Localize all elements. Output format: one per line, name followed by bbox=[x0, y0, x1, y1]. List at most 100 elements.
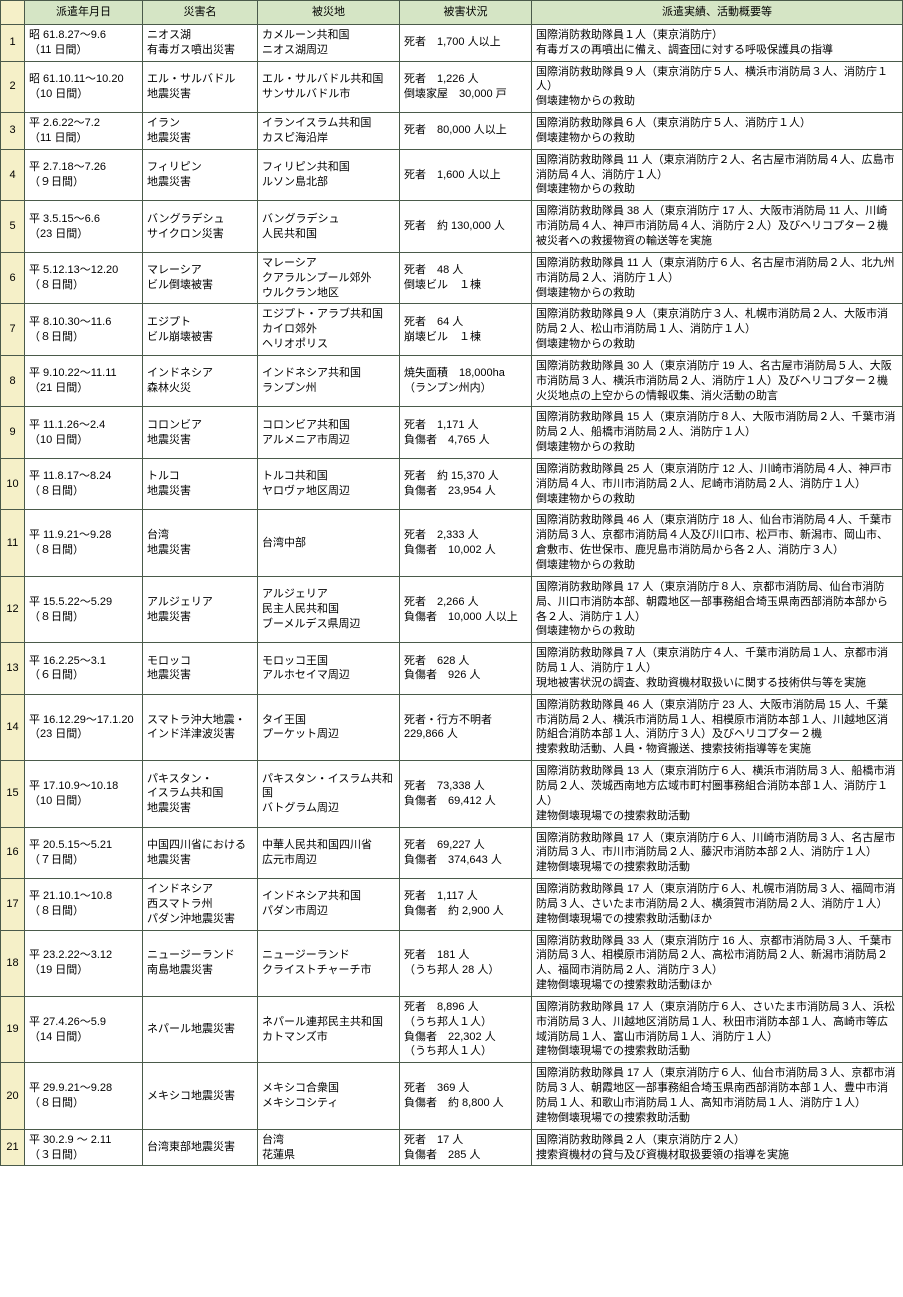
cell-area: エジプト・アラブ共和国カイロ郊外ヘリオポリス bbox=[258, 304, 400, 356]
cell-date: 平 8.10.30～11.6（８日間） bbox=[25, 304, 143, 356]
cell-area: トルコ共和国ヤロヴァ地区周辺 bbox=[258, 458, 400, 510]
cell-area: 台湾花蓮県 bbox=[258, 1129, 400, 1166]
cell-date: 昭 61.8.27～9.6（11 日間） bbox=[25, 24, 143, 61]
cell-detail: 国際消防救助隊員６人（東京消防庁５人、消防庁１人）倒壊建物からの救助 bbox=[532, 113, 903, 150]
cell-name: エル・サルバドル地震災害 bbox=[143, 61, 258, 113]
cell-detail: 国際消防救助隊員 46 人（東京消防庁 18 人、仙台市消防局４人、千葉市消防局… bbox=[532, 510, 903, 576]
table-row: 10平 11.8.17～8.24（８日間）トルコ地震災害トルコ共和国ヤロヴァ地区… bbox=[1, 458, 903, 510]
row-number: 4 bbox=[1, 149, 25, 201]
row-number: 14 bbox=[1, 694, 25, 760]
row-number: 2 bbox=[1, 61, 25, 113]
cell-damage: 死者 8,896 人（うち邦人１人）負傷者 22,302 人（うち邦人１人） bbox=[400, 996, 532, 1062]
cell-detail: 国際消防救助隊員２人（東京消防庁２人）捜索資機材の貸与及び資機材取扱要領の指導を… bbox=[532, 1129, 903, 1166]
cell-area: マレーシアクアラルンプール郊外ウルクラン地区 bbox=[258, 252, 400, 304]
cell-detail: 国際消防救助隊員 17 人（東京消防庁８人、京都市消防局、仙台市消防局、川口市消… bbox=[532, 576, 903, 642]
cell-detail: 国際消防救助隊員 30 人（東京消防庁 19 人、名古屋市消防局５人、大阪市消防… bbox=[532, 355, 903, 407]
cell-damage: 死者 17 人負傷者 285 人 bbox=[400, 1129, 532, 1166]
row-number: 8 bbox=[1, 355, 25, 407]
cell-name: メキシコ地震災害 bbox=[143, 1063, 258, 1129]
cell-date: 平 30.2.9 ～ 2.11（３日間） bbox=[25, 1129, 143, 1166]
cell-date: 平 11.9.21～9.28（８日間） bbox=[25, 510, 143, 576]
cell-name: インドネシア西スマトラ州パダン沖地震災害 bbox=[143, 879, 258, 931]
cell-date: 平 11.8.17～8.24（８日間） bbox=[25, 458, 143, 510]
row-number: 16 bbox=[1, 827, 25, 879]
row-number: 7 bbox=[1, 304, 25, 356]
cell-detail: 国際消防救助隊員 11 人（東京消防庁６人、名古屋市消防局２人、北九州市消防局２… bbox=[532, 252, 903, 304]
cell-area: ニュージーランドクライストチャーチ市 bbox=[258, 930, 400, 996]
cell-damage: 死者 48 人倒壊ビル １棟 bbox=[400, 252, 532, 304]
cell-detail: 国際消防救助隊員 15 人（東京消防庁８人、大阪市消防局２人、千葉市消防局２人、… bbox=[532, 407, 903, 459]
dispatch-history-table: 派遣年月日 災害名 被災地 被害状況 派遣実績、活動概要等 1昭 61.8.27… bbox=[0, 0, 903, 1166]
cell-damage: 焼失面積 18,000ha（ランプン州内） bbox=[400, 355, 532, 407]
cell-detail: 国際消防救助隊員 17 人（東京消防庁６人、仙台市消防局３人、京都市消防局３人、… bbox=[532, 1063, 903, 1129]
cell-name: モロッコ地震災害 bbox=[143, 643, 258, 695]
cell-area: インドネシア共和国ランプン州 bbox=[258, 355, 400, 407]
table-row: 6平 5.12.13～12.20（８日間）マレーシアビル倒壊被害マレーシアクアラ… bbox=[1, 252, 903, 304]
cell-name: 台湾東部地震災害 bbox=[143, 1129, 258, 1166]
cell-date: 平 21.10.1～10.8（８日間） bbox=[25, 879, 143, 931]
cell-area: メキシコ合衆国メキシコシティ bbox=[258, 1063, 400, 1129]
row-number: 15 bbox=[1, 761, 25, 827]
cell-area: アルジェリア民主人民共和国ブーメルデス県周辺 bbox=[258, 576, 400, 642]
header-damage: 被害状況 bbox=[400, 1, 532, 25]
table-row: 15平 17.10.9～10.18（10 日間）パキスタン・イスラム共和国地震災… bbox=[1, 761, 903, 827]
cell-name: ニュージーランド南島地震災害 bbox=[143, 930, 258, 996]
table-row: 19平 27.4.26～5.9（14 日間）ネパール地震災害ネパール連邦民主共和… bbox=[1, 996, 903, 1062]
cell-area: バングラデシュ人民共和国 bbox=[258, 201, 400, 253]
cell-detail: 国際消防救助隊員 11 人（東京消防庁２人、名古屋市消防局４人、広島市消防局４人… bbox=[532, 149, 903, 201]
table-row: 5平 3.5.15～6.6（23 日間）バングラデシュサイクロン災害バングラデシ… bbox=[1, 201, 903, 253]
cell-damage: 死者 1,700 人以上 bbox=[400, 24, 532, 61]
cell-detail: 国際消防救助隊員 17 人（東京消防庁６人、さいたま市消防局３人、浜松市消防局３… bbox=[532, 996, 903, 1062]
cell-detail: 国際消防救助隊員 38 人（東京消防庁 17 人、大阪市消防局 11 人、川崎市… bbox=[532, 201, 903, 253]
row-number: 9 bbox=[1, 407, 25, 459]
cell-area: ネパール連邦民主共和国カトマンズ市 bbox=[258, 996, 400, 1062]
cell-name: ニオス湖有毒ガス噴出災害 bbox=[143, 24, 258, 61]
cell-damage: 死者 約 15,370 人負傷者 23,954 人 bbox=[400, 458, 532, 510]
cell-date: 平 9.10.22～11.11（21 日間） bbox=[25, 355, 143, 407]
cell-date: 平 17.10.9～10.18（10 日間） bbox=[25, 761, 143, 827]
cell-date: 平 15.5.22～5.29（８日間） bbox=[25, 576, 143, 642]
row-number: 21 bbox=[1, 1129, 25, 1166]
row-number: 19 bbox=[1, 996, 25, 1062]
cell-name: インドネシア森林火災 bbox=[143, 355, 258, 407]
cell-damage: 死者・行方不明者229,866 人 bbox=[400, 694, 532, 760]
cell-detail: 国際消防救助隊員 17 人（東京消防庁６人、川崎市消防局３人、名古屋市消防局３人… bbox=[532, 827, 903, 879]
cell-damage: 死者 628 人負傷者 926 人 bbox=[400, 643, 532, 695]
cell-date: 平 23.2.22～3.12（19 日間） bbox=[25, 930, 143, 996]
cell-name: フィリピン地震災害 bbox=[143, 149, 258, 201]
cell-damage: 死者 1,600 人以上 bbox=[400, 149, 532, 201]
cell-damage: 死者 1,171 人負傷者 4,765 人 bbox=[400, 407, 532, 459]
cell-detail: 国際消防救助隊員 13 人（東京消防庁６人、横浜市消防局３人、船橋市消防局２人、… bbox=[532, 761, 903, 827]
cell-name: パキスタン・イスラム共和国地震災害 bbox=[143, 761, 258, 827]
table-row: 18平 23.2.22～3.12（19 日間）ニュージーランド南島地震災害ニュー… bbox=[1, 930, 903, 996]
table-row: 14平 16.12.29～17.1.20（23 日間）スマトラ沖大地震・インド洋… bbox=[1, 694, 903, 760]
cell-name: アルジェリア地震災害 bbox=[143, 576, 258, 642]
cell-date: 平 5.12.13～12.20（８日間） bbox=[25, 252, 143, 304]
cell-date: 平 27.4.26～5.9（14 日間） bbox=[25, 996, 143, 1062]
cell-name: マレーシアビル倒壊被害 bbox=[143, 252, 258, 304]
cell-area: インドネシア共和国パダン市周辺 bbox=[258, 879, 400, 931]
cell-area: イランイスラム共和国カスピ海沿岸 bbox=[258, 113, 400, 150]
cell-detail: 国際消防救助隊員 17 人（東京消防庁６人、札幌市消防局３人、福岡市消防局３人、… bbox=[532, 879, 903, 931]
table-row: 2昭 61.10.11～10.20（10 日間）エル・サルバドル地震災害エル・サ… bbox=[1, 61, 903, 113]
cell-area: タイ王国プーケット周辺 bbox=[258, 694, 400, 760]
table-row: 9平 11.1.26～2.4（10 日間）コロンビア地震災害コロンビア共和国アル… bbox=[1, 407, 903, 459]
cell-area: パキスタン・イスラム共和国バトグラム周辺 bbox=[258, 761, 400, 827]
cell-date: 平 29.9.21～9.28（８日間） bbox=[25, 1063, 143, 1129]
table-row: 3平 2.6.22～7.2（11 日間）イラン地震災害イランイスラム共和国カスピ… bbox=[1, 113, 903, 150]
cell-damage: 死者 369 人負傷者 約 8,800 人 bbox=[400, 1063, 532, 1129]
table-row: 8平 9.10.22～11.11（21 日間）インドネシア森林火災インドネシア共… bbox=[1, 355, 903, 407]
row-number: 1 bbox=[1, 24, 25, 61]
table-row: 16平 20.5.15～5.21（７日間）中国四川省における地震災害中華人民共和… bbox=[1, 827, 903, 879]
cell-damage: 死者 69,227 人負傷者 374,643 人 bbox=[400, 827, 532, 879]
cell-date: 平 16.2.25～3.1（６日間） bbox=[25, 643, 143, 695]
cell-detail: 国際消防救助隊員９人（東京消防庁３人、札幌市消防局２人、大阪市消防局２人、松山市… bbox=[532, 304, 903, 356]
cell-detail: 国際消防救助隊員 46 人（東京消防庁 23 人、大阪市消防局 15 人、千葉市… bbox=[532, 694, 903, 760]
cell-date: 平 11.1.26～2.4（10 日間） bbox=[25, 407, 143, 459]
row-number: 17 bbox=[1, 879, 25, 931]
row-number: 6 bbox=[1, 252, 25, 304]
row-number: 11 bbox=[1, 510, 25, 576]
row-number: 12 bbox=[1, 576, 25, 642]
table-row: 20平 29.9.21～9.28（８日間）メキシコ地震災害メキシコ合衆国メキシコ… bbox=[1, 1063, 903, 1129]
cell-area: エル・サルバドル共和国サンサルバドル市 bbox=[258, 61, 400, 113]
